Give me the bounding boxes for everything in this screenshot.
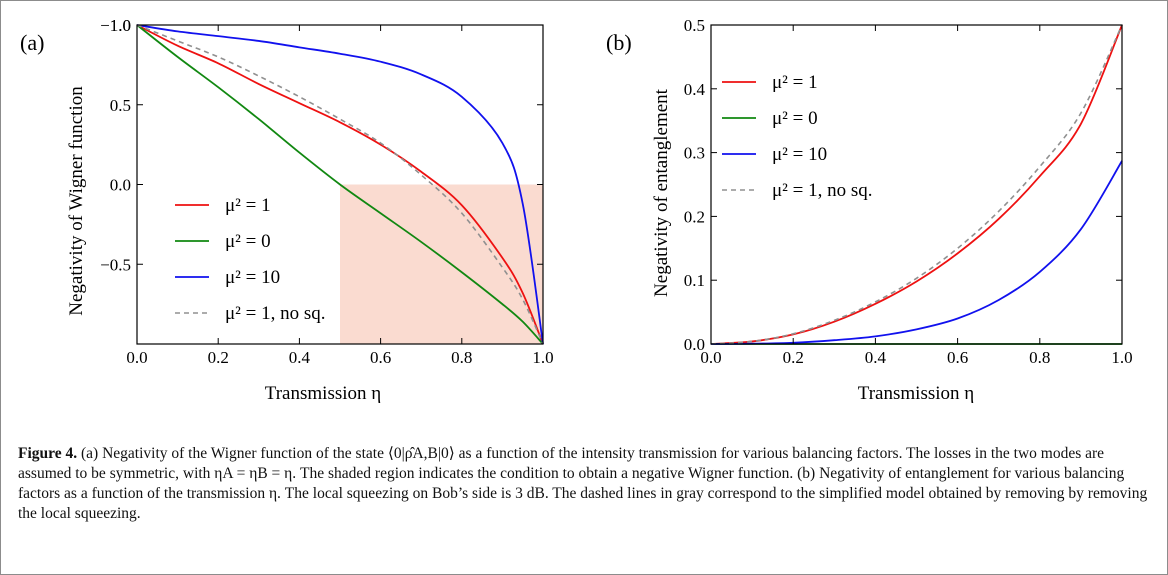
- panel-a-shaded-region: [340, 184, 543, 344]
- y-tick-label: 0.0: [110, 176, 131, 195]
- y-tick-label: −1.0: [100, 16, 131, 35]
- series-line-0: [136, 24, 544, 345]
- legend-label: μ² = 1: [772, 72, 818, 93]
- x-tick-label: 0.2: [208, 348, 229, 367]
- x-tick-label: 0.0: [700, 348, 721, 367]
- panel-a-series: [136, 24, 544, 345]
- y-tick-label: 0.4: [684, 80, 706, 99]
- series-line-3: [710, 24, 1123, 345]
- panel-b-label: (b): [606, 30, 632, 55]
- x-tick-label: 0.4: [289, 348, 311, 367]
- legend-label: μ² = 1: [225, 195, 271, 216]
- legend-label: μ² = 1, no sq.: [772, 180, 873, 201]
- x-tick-label: 0.6: [947, 348, 968, 367]
- y-tick-label: 0.1: [684, 271, 705, 290]
- panel-a-label: (a): [20, 30, 44, 55]
- legend-label: μ² = 1, no sq.: [225, 303, 326, 324]
- panel-b-ylabel: Negativity of entanglement: [651, 88, 672, 297]
- figure-canvas: (a) 0.0 0.2 0.4 0.6 0.8 1.01.00.50.0−0.5−1.0 …: [20, 16, 1133, 404]
- y-tick-label: 1.0: [110, 16, 131, 35]
- x-tick-label: 1.0: [1111, 348, 1132, 367]
- x-tick-label: 0.8: [451, 348, 472, 367]
- panel-a-xlabel: Transmission η: [265, 383, 381, 404]
- panel-a-ylabel: Negativity of Wigner function: [66, 86, 87, 316]
- panel-b-xlabel: Transmission η: [858, 383, 974, 404]
- y-tick-label: 0.2: [684, 207, 705, 226]
- x-tick-label: 0.4: [865, 348, 887, 367]
- legend-label: μ² = 0: [772, 108, 818, 129]
- x-tick-label: 0.2: [783, 348, 804, 367]
- panel-b-legend: μ² = 1 μ² = 0 μ² = 10 μ² = 1, no sq.: [722, 72, 873, 201]
- figure-caption: Figure 4. (a) Negativity of the Wigner f…: [18, 444, 1153, 524]
- panel-a-legend: μ² = 1 μ² = 0 μ² = 10 μ² = 1, no sq.: [175, 195, 326, 324]
- x-tick-label: 0.8: [1029, 348, 1050, 367]
- y-tick-label: 0.5: [110, 96, 131, 115]
- x-tick-label: 1.0: [532, 348, 553, 367]
- series-line-2: [710, 160, 1123, 345]
- caption-label: Figure 4.: [18, 445, 78, 462]
- panel-b-axes-box: [710, 24, 1123, 345]
- y-tick-label: 0.3: [684, 144, 705, 163]
- panel-b: (b) 0.0 0.2 0.4 0.6 0.8 1.0 0.0 0.1 0.2 0.3 0.4 0.5…: [606, 16, 1133, 404]
- x-tick-label: 0.0: [126, 348, 147, 367]
- y-tick-label: 0.5: [684, 16, 705, 35]
- series-line-1: [136, 24, 544, 345]
- series-line-2: [136, 24, 544, 345]
- shaded-region-rect: [340, 184, 543, 344]
- panel-b-ticks: 0.0 0.2 0.4 0.6 0.8 1.0 0.0 0.1 0.2 0.3 0.4 0.5: [684, 16, 1133, 367]
- legend-label: μ² = 10: [772, 144, 827, 165]
- panel-a-ticks: 0.0 0.2 0.4 0.6 0.8 1.0 1.0 0.5 0.0 −0.5 −1.0: [100, 16, 553, 367]
- panel-a: (a) 0.0 0.2 0.4 0.6 0.8 1.01.00.50.0−0.5−1.0 …: [20, 16, 554, 404]
- y-tick-label: −0.5: [100, 255, 131, 274]
- legend-label: μ² = 10: [225, 267, 280, 288]
- x-tick-label: 0.6: [370, 348, 391, 367]
- series-line-3: [136, 24, 544, 345]
- caption-text: (a) Negativity of the Wigner function of…: [18, 445, 1148, 522]
- y-tick-label: 0.0: [684, 335, 705, 354]
- legend-label: μ² = 0: [225, 231, 271, 252]
